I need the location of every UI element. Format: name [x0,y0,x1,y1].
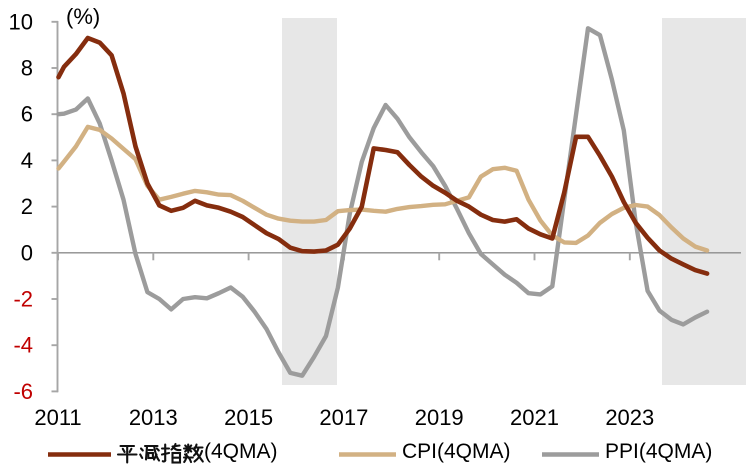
svg-text:-2: -2 [13,287,33,312]
svg-text:(%): (%) [66,4,100,29]
svg-text:10: 10 [9,9,33,34]
svg-text:2021: 2021 [510,405,559,430]
svg-text:(4QMA): (4QMA) [204,440,278,463]
svg-text:6: 6 [21,102,33,127]
svg-text:PPI(4QMA): PPI(4QMA) [605,440,712,463]
svg-text:2013: 2013 [129,405,178,430]
svg-text:-4: -4 [13,333,33,358]
svg-text:0: 0 [21,240,33,265]
svg-text:2019: 2019 [415,405,464,430]
svg-text:2023: 2023 [605,405,654,430]
svg-text:CPI(4QMA): CPI(4QMA) [402,440,511,463]
svg-text:4: 4 [21,148,33,173]
svg-text:2: 2 [21,194,33,219]
svg-text:8: 8 [21,56,33,81]
svg-text:2017: 2017 [319,405,368,430]
svg-text:-6: -6 [13,379,33,404]
svg-text:2011: 2011 [34,405,81,430]
svg-text:2015: 2015 [224,405,273,430]
